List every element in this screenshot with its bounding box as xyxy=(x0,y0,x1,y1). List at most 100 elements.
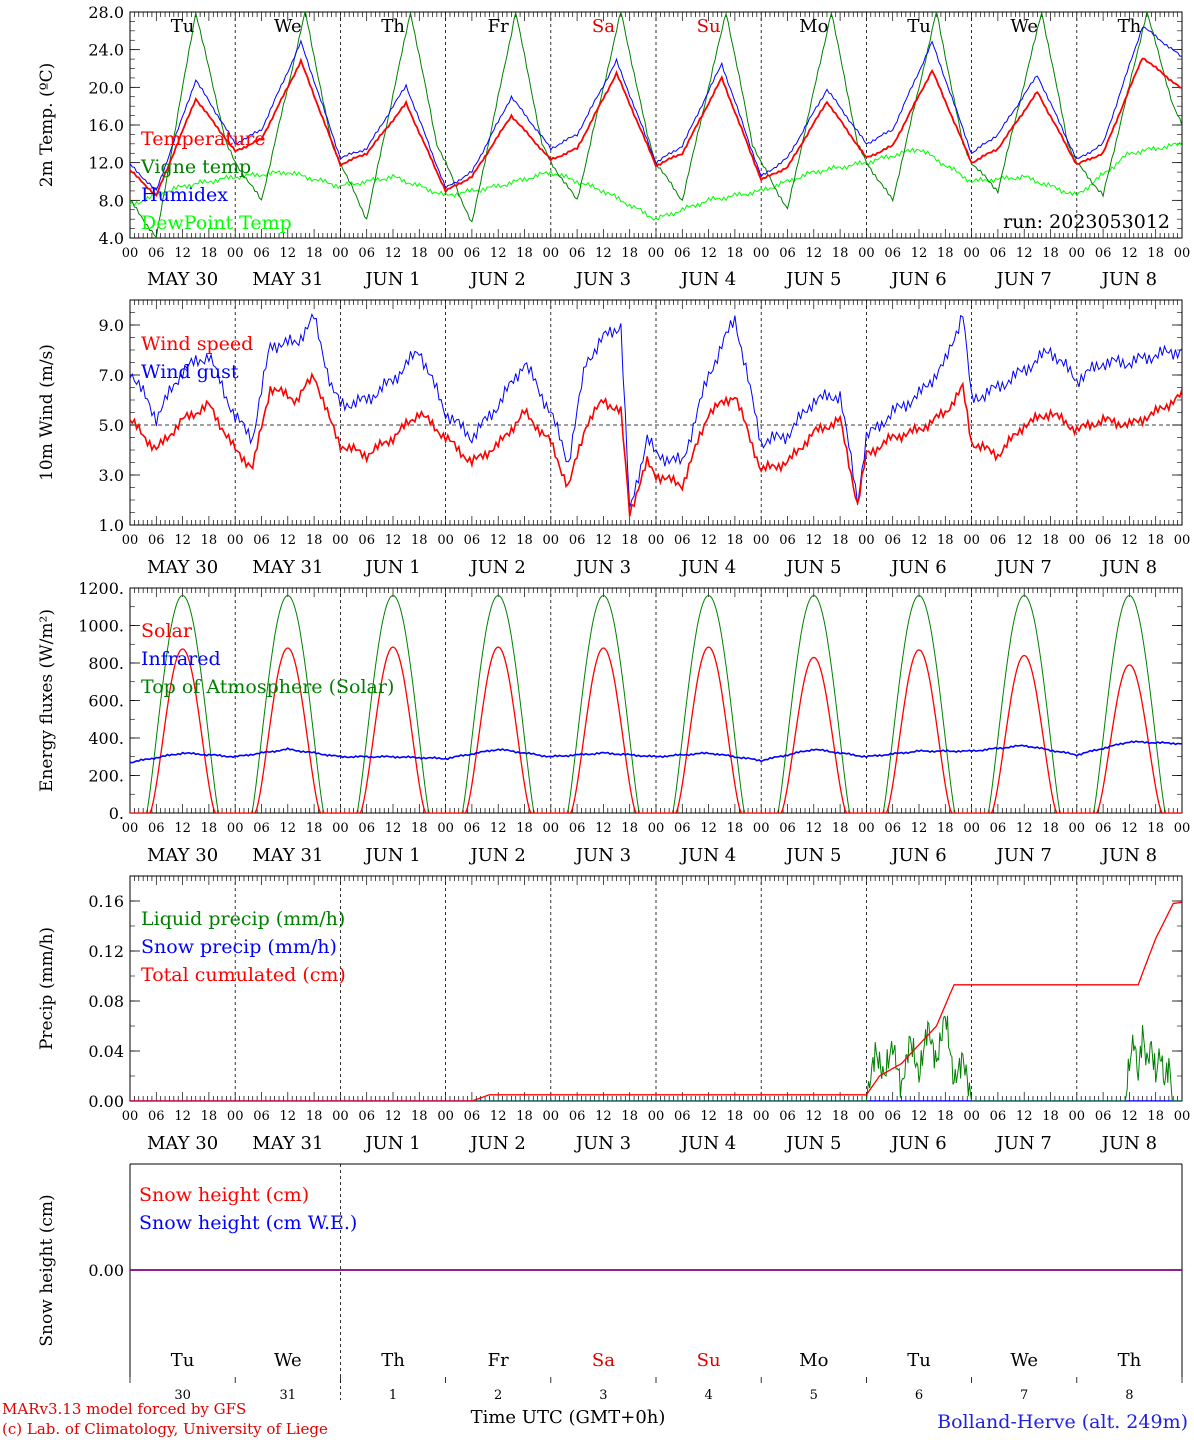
hour-tick-label: 06 xyxy=(990,1109,1007,1124)
legend-entry: Wind gust xyxy=(141,361,239,383)
hour-tick-label: 00 xyxy=(1069,533,1086,548)
hour-tick-label: 18 xyxy=(201,533,218,548)
hour-tick-label: 00 xyxy=(1069,1109,1086,1124)
hour-tick-label: 12 xyxy=(174,246,191,261)
day-number-label: 7 xyxy=(1020,1388,1028,1403)
hour-tick-label: 00 xyxy=(437,821,454,836)
hour-tick-label: 00 xyxy=(963,533,980,548)
hour-tick-label: 18 xyxy=(727,1109,744,1124)
hour-tick-label: 18 xyxy=(306,1109,323,1124)
y-tick-label: 0.08 xyxy=(88,992,124,1011)
hour-tick-label: 06 xyxy=(358,246,375,261)
hour-tick-label: 12 xyxy=(1121,821,1138,836)
day-number-label: 4 xyxy=(704,1388,712,1403)
panel-3: 00 06 12 18 00 06 12 18 00 06 12 18 00 06 12 18 00 06 12 18… xyxy=(37,579,1190,866)
hour-tick-label: 18 xyxy=(832,246,849,261)
hour-tick-label: 12 xyxy=(490,821,507,836)
hour-tick-label: 00 xyxy=(963,1109,980,1124)
hour-tick-label: 00 xyxy=(858,821,875,836)
day-number-label: 6 xyxy=(915,1388,923,1403)
hour-tick-label: 00 xyxy=(332,1109,349,1124)
panel-2: 00 06 12 18 00 06 12 18 00 06 12 18 00 06 12 18 00 06 12 18… xyxy=(37,299,1190,578)
hour-tick-label: 18 xyxy=(1147,1109,1164,1124)
hour-tick-label: 00 xyxy=(227,821,244,836)
y-tick-label: 0.16 xyxy=(88,892,124,911)
date-label: MAY 30 xyxy=(147,269,218,290)
hour-tick-label: 18 xyxy=(516,821,533,836)
hour-tick-label: 18 xyxy=(1042,246,1059,261)
hour-tick-label: 18 xyxy=(1147,246,1164,261)
hour-tick-label: 18 xyxy=(411,246,428,261)
hour-tick-label: 12 xyxy=(174,533,191,548)
y-tick-label: 28.0 xyxy=(88,3,124,22)
date-label: JUN 3 xyxy=(574,269,631,290)
hour-tick-label: 06 xyxy=(779,1109,796,1124)
hour-tick-label: 18 xyxy=(201,1109,218,1124)
date-label: JUN 8 xyxy=(1100,269,1157,290)
hour-tick-label: 06 xyxy=(569,533,586,548)
hour-tick-label: 06 xyxy=(253,533,270,548)
date-label: JUN 1 xyxy=(363,269,420,290)
series-line xyxy=(130,646,1182,813)
hour-tick-label: 06 xyxy=(779,246,796,261)
hour-tick-label: 18 xyxy=(1042,821,1059,836)
weekday-label: Tu xyxy=(171,1350,195,1371)
hour-tick-label: 00 xyxy=(648,246,665,261)
hour-tick-label: 06 xyxy=(464,1109,481,1124)
hour-tick-label: 00 xyxy=(122,1109,139,1124)
legend-entry: Solar xyxy=(141,620,193,642)
hour-tick-label: 12 xyxy=(700,246,717,261)
hour-tick-label: 12 xyxy=(174,1109,191,1124)
hour-tick-label: 06 xyxy=(253,246,270,261)
y-tick-label: 3.0 xyxy=(99,466,124,485)
date-label: MAY 31 xyxy=(252,557,323,578)
hour-tick-label: 00 xyxy=(858,1109,875,1124)
date-label: JUN 6 xyxy=(889,269,946,290)
hour-tick-label: 12 xyxy=(806,533,823,548)
weekday-label: Tu xyxy=(907,16,931,37)
hour-tick-label: 18 xyxy=(727,533,744,548)
hour-tick-label: 18 xyxy=(1042,533,1059,548)
hour-tick-label: 12 xyxy=(385,821,402,836)
y-tick-label: 800. xyxy=(88,654,124,673)
hour-tick-label: 12 xyxy=(490,533,507,548)
hour-tick-label: 12 xyxy=(806,246,823,261)
hour-tick-label: 00 xyxy=(1174,821,1191,836)
y-tick-label: 4.0 xyxy=(99,229,124,248)
hour-tick-label: 18 xyxy=(201,821,218,836)
hour-tick-label: 18 xyxy=(937,821,954,836)
hour-tick-label: 18 xyxy=(937,533,954,548)
hour-tick-label: 12 xyxy=(911,821,928,836)
weekday-label: Th xyxy=(381,1350,405,1371)
hour-tick-label: 12 xyxy=(385,1109,402,1124)
date-label: JUN 7 xyxy=(995,269,1052,290)
hour-tick-label: 06 xyxy=(674,246,691,261)
legend-entry: Top of Atmosphere (Solar) xyxy=(141,676,394,698)
hour-tick-label: 18 xyxy=(621,1109,638,1124)
hour-tick-label: 12 xyxy=(595,821,612,836)
hour-tick-label: 12 xyxy=(1121,246,1138,261)
hour-tick-label: 06 xyxy=(358,533,375,548)
hour-tick-label: 06 xyxy=(884,533,901,548)
hour-tick-label: 06 xyxy=(569,246,586,261)
hour-tick-label: 06 xyxy=(674,821,691,836)
y-tick-label: 0.04 xyxy=(88,1042,124,1061)
y-tick-label: 1.0 xyxy=(99,516,124,535)
day-number-label: 3 xyxy=(599,1388,607,1403)
hour-tick-label: 18 xyxy=(516,533,533,548)
series-line xyxy=(130,57,1182,198)
hour-tick-label: 12 xyxy=(385,533,402,548)
date-label: JUN 5 xyxy=(784,269,841,290)
hour-tick-label: 18 xyxy=(832,1109,849,1124)
y-tick-label: 5.0 xyxy=(99,416,124,435)
hour-tick-label: 12 xyxy=(1016,246,1033,261)
hour-tick-label: 06 xyxy=(253,1109,270,1124)
panel-5: 0.00 Snow height (cm) Snow height (cm) Snow… xyxy=(37,1163,1183,1403)
hour-tick-label: 06 xyxy=(674,1109,691,1124)
hour-tick-label: 06 xyxy=(464,821,481,836)
hour-tick-label: 00 xyxy=(122,533,139,548)
hour-tick-label: 06 xyxy=(990,821,1007,836)
date-label: JUN 2 xyxy=(469,1133,526,1154)
hour-tick-label: 00 xyxy=(648,821,665,836)
hour-tick-label: 06 xyxy=(1095,821,1112,836)
